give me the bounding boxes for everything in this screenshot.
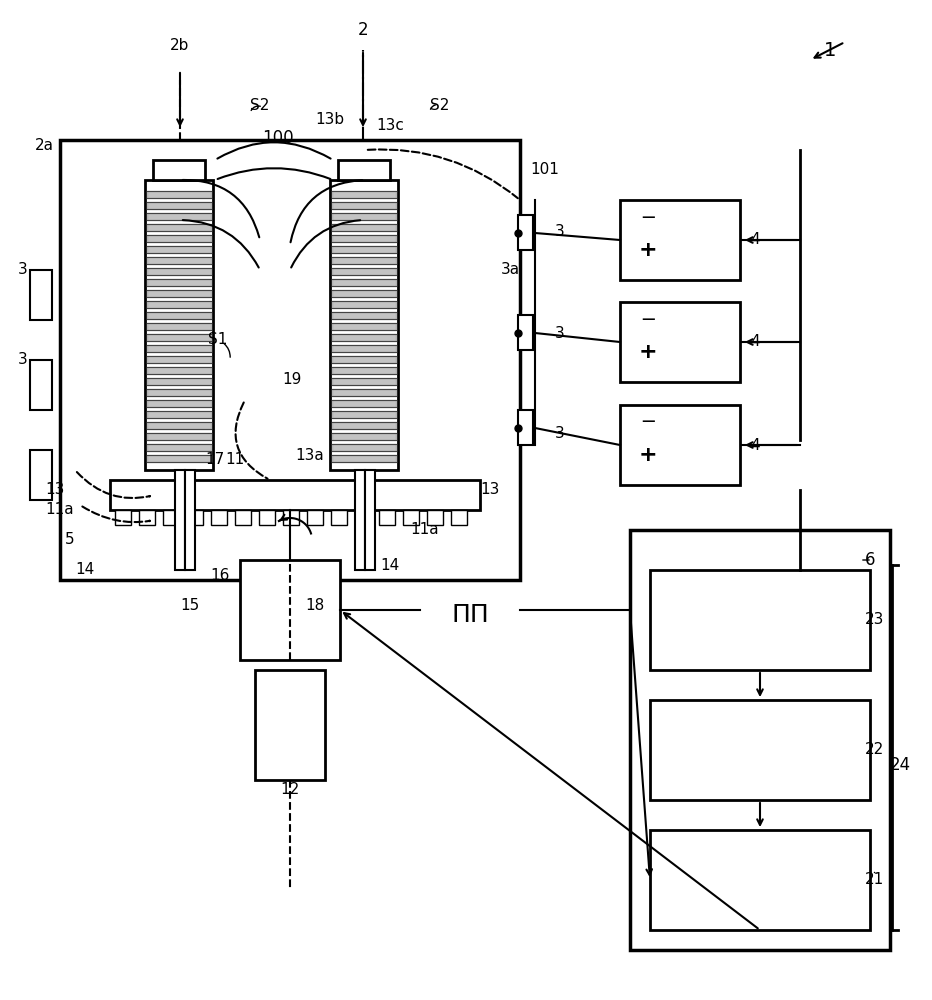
Text: 11a: 11a — [411, 522, 439, 538]
Bar — [650, 700, 870, 800]
Text: 13: 13 — [480, 483, 500, 497]
Text: 17: 17 — [205, 452, 225, 468]
Bar — [620, 405, 740, 485]
Bar — [30, 360, 52, 410]
Bar — [379, 510, 395, 525]
Text: 3: 3 — [555, 426, 565, 442]
Bar — [235, 510, 251, 525]
Text: 18: 18 — [306, 597, 324, 612]
Bar — [115, 510, 131, 525]
Text: 3: 3 — [18, 353, 28, 367]
Text: 4: 4 — [750, 438, 760, 452]
Text: 2a: 2a — [35, 137, 54, 152]
Bar — [451, 510, 467, 525]
Text: 11: 11 — [226, 452, 244, 468]
Text: +: + — [638, 342, 657, 362]
Text: 3a: 3a — [500, 262, 519, 277]
Text: 11a: 11a — [45, 502, 74, 518]
Text: 3: 3 — [18, 262, 28, 277]
Bar — [175, 470, 185, 570]
FancyArrowPatch shape — [217, 142, 331, 159]
Text: 13: 13 — [45, 483, 64, 497]
Text: 3: 3 — [555, 225, 565, 239]
Bar — [620, 302, 740, 382]
Bar — [240, 560, 340, 660]
Text: 14: 14 — [75, 562, 94, 578]
Bar — [153, 160, 205, 180]
FancyArrowPatch shape — [183, 220, 259, 268]
Bar — [185, 470, 195, 570]
Bar — [650, 570, 870, 670]
Text: 15: 15 — [181, 597, 199, 612]
Bar — [331, 510, 347, 525]
Text: S1: S1 — [209, 332, 227, 348]
Bar — [187, 510, 203, 525]
Text: 2b: 2b — [171, 37, 190, 52]
Text: 1: 1 — [824, 40, 836, 60]
Bar — [30, 450, 52, 500]
FancyArrowPatch shape — [291, 180, 363, 242]
Bar — [139, 510, 155, 525]
Text: ─: ─ — [642, 414, 654, 432]
Bar — [30, 270, 52, 320]
FancyArrowPatch shape — [217, 168, 331, 179]
Text: 12: 12 — [281, 782, 299, 798]
Text: 21: 21 — [866, 872, 884, 888]
Text: 14: 14 — [380, 558, 400, 572]
Text: 4: 4 — [750, 232, 760, 247]
Text: 19: 19 — [282, 372, 302, 387]
Text: 100: 100 — [262, 129, 294, 147]
Bar — [355, 510, 371, 525]
FancyArrowPatch shape — [82, 506, 150, 522]
Bar — [255, 670, 325, 780]
Text: 13b: 13b — [315, 112, 345, 127]
Bar — [403, 510, 419, 525]
Text: 3: 3 — [555, 326, 565, 342]
Bar — [518, 410, 533, 445]
Bar — [283, 510, 299, 525]
Bar — [518, 215, 533, 250]
Bar — [427, 510, 443, 525]
Text: +: + — [638, 240, 657, 260]
Text: 24: 24 — [889, 756, 911, 774]
Text: 13c: 13c — [377, 117, 404, 132]
Text: 4: 4 — [750, 334, 760, 350]
FancyArrowPatch shape — [291, 220, 361, 267]
FancyArrowPatch shape — [76, 472, 150, 498]
Bar — [307, 510, 323, 525]
Bar — [163, 510, 179, 525]
Bar — [620, 200, 740, 280]
Bar — [518, 315, 533, 350]
Text: ΠΠ: ΠΠ — [451, 603, 489, 627]
Bar — [145, 180, 213, 470]
Text: 6: 6 — [865, 551, 875, 569]
FancyArrowPatch shape — [368, 149, 518, 198]
Text: 22: 22 — [866, 742, 884, 758]
Bar — [211, 510, 227, 525]
Bar — [259, 510, 275, 525]
Text: S2: S2 — [251, 98, 269, 112]
Text: ─: ─ — [642, 310, 654, 330]
Bar — [630, 530, 890, 950]
Text: 13a: 13a — [295, 448, 324, 462]
Bar — [60, 140, 520, 580]
Text: 23: 23 — [865, 612, 884, 628]
Bar — [338, 160, 390, 180]
Text: S2: S2 — [431, 98, 449, 112]
FancyArrowPatch shape — [236, 402, 267, 479]
Text: 2: 2 — [358, 21, 368, 39]
Bar — [110, 480, 480, 510]
Text: +: + — [638, 445, 657, 465]
Bar — [650, 830, 870, 930]
Text: 16: 16 — [211, 568, 229, 582]
Text: 5: 5 — [65, 532, 75, 548]
Bar — [355, 470, 365, 570]
Text: ─: ─ — [642, 209, 654, 228]
Bar — [330, 180, 398, 470]
Text: 101: 101 — [530, 162, 559, 178]
Bar — [365, 470, 375, 570]
FancyArrowPatch shape — [183, 180, 259, 237]
